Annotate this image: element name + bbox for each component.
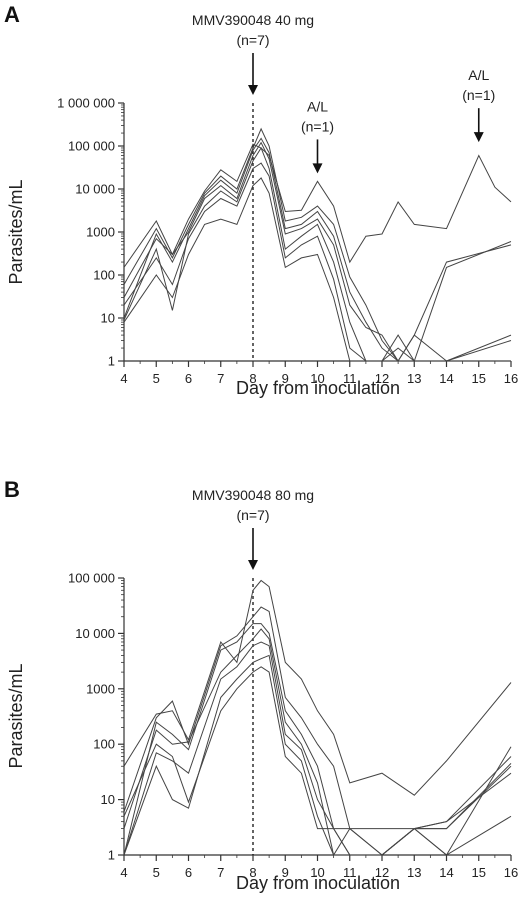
panel-a-x-tick-label: 13 (407, 371, 421, 386)
panel-a-y-tick-label: 1 (108, 354, 115, 369)
panel-b-annotation-text: (n=7) (236, 507, 269, 523)
panel-a-x-tick-label: 15 (472, 371, 486, 386)
panel-a-x-tick-label: 10 (310, 371, 324, 386)
panel-b-y-tick-label: 100 (93, 737, 115, 752)
panel-b-series-line (123, 579, 512, 796)
panel-b-x-axis-title: Day from inoculation (236, 873, 400, 893)
panel-a-annotation-text: A/L (307, 98, 328, 114)
panel-b-x-tick-label: 11 (343, 865, 357, 880)
panel-a-y-tick-label: 100 (93, 268, 115, 283)
panel-a-annotations: MMV390048 40 mg (n=7) A/L (n=1) A/L (n=1) (192, 12, 495, 174)
panel-a-x-tick-label: 9 (282, 371, 289, 386)
panel-b-y-tick-label: 10 000 (75, 626, 115, 641)
panel-a-series (123, 127, 512, 362)
panel-a-series-line (123, 177, 511, 362)
panel-b-series-line (123, 654, 512, 856)
panel-a-x-tick-label: 8 (249, 371, 256, 386)
panel-b-x-tick-label: 16 (504, 865, 518, 880)
panel-b-y-tick-label: 10 (101, 792, 115, 807)
panel-a-y-tick-label: 1 000 000 (57, 96, 115, 111)
panel-a-y-tick-label: 10 000 (75, 182, 115, 197)
panel-a-letter: A (4, 2, 20, 27)
panel-a-x-tick-label: 14 (439, 371, 453, 386)
panel-a-x-axis-title: Day from inoculation (236, 378, 400, 398)
panel-b-x-tick-label: 9 (282, 865, 289, 880)
panel-b-series-line (123, 666, 512, 856)
panel-b-letter: B (4, 477, 20, 502)
panel-a-y-tick-label: 100 000 (68, 139, 115, 154)
panel-a-annotation-text: (n=7) (236, 32, 269, 48)
panel-a-y-tick-label: 1000 (86, 225, 115, 240)
panel-a-y-axis-title: Parasites/mL (6, 179, 26, 284)
panel-a-annotation-arrow-head (312, 163, 323, 174)
panel-a: A Parasites/mL Day from inoculation 1101… (4, 2, 518, 398)
panel-b-x-tick-label: 5 (153, 865, 160, 880)
panel-b: B Parasites/mL Day from inoculation 1101… (4, 477, 518, 893)
panel-a-series-line (123, 146, 512, 362)
panel-a-series-line (123, 137, 512, 362)
panel-a-annotation-text: MMV390048 40 mg (192, 12, 314, 28)
panel-a-x-tick-label: 12 (375, 371, 389, 386)
panel-a-x-tick-label: 7 (217, 371, 224, 386)
panel-b-x-tick-label: 7 (217, 865, 224, 880)
panel-a-y-tick-label: 10 (101, 311, 115, 326)
panel-b-y-axis-title: Parasites/mL (6, 663, 26, 768)
panel-a-x-tick-label: 16 (504, 371, 518, 386)
panel-a-x-tick-label: 4 (120, 371, 127, 386)
panel-a-x-tick-label: 6 (185, 371, 192, 386)
panel-b-x-tick-label: 14 (439, 865, 453, 880)
panel-b-x-tick-label: 6 (185, 865, 192, 880)
panel-a-x-tick-label: 5 (153, 371, 160, 386)
panel-b-x-tick-label: 13 (407, 865, 421, 880)
panel-a-series-line (123, 141, 511, 362)
panel-b-series-line (123, 606, 512, 830)
panel-b-y-tick-label: 1 (108, 848, 115, 863)
panel-b-series-line (123, 623, 512, 856)
panel-b-annotation-text: MMV390048 80 mg (192, 487, 314, 503)
panel-b-x-tick-label: 10 (310, 865, 324, 880)
panel-a-x-tick-label: 11 (343, 371, 357, 386)
panel-b-annotation-arrow-head (248, 560, 258, 570)
panel-a-annotation-arrow-head (473, 132, 484, 143)
panel-b-y-tick-label: 1000 (86, 681, 115, 696)
panel-b-y-tick-label: 100 000 (68, 571, 115, 586)
panel-b-x-tick-label: 4 (120, 865, 127, 880)
panel-a-annotation-text: (n=1) (301, 118, 334, 134)
panel-a-series-line (123, 162, 512, 362)
panel-b-annotations: MMV390048 80 mg (n=7) (192, 487, 314, 570)
panel-a-series-line (123, 143, 512, 268)
panel-b-x-tick-label: 12 (375, 865, 389, 880)
panel-b-x-tick-label: 15 (472, 865, 486, 880)
panel-a-series-line (123, 127, 512, 362)
panel-a-axes: 1 10 100 1000 10 000 100 000 1 000 000 4 5 6 7 8 9 10… (57, 96, 518, 387)
panel-b-series-line (123, 628, 512, 857)
panel-b-axes: 1 10 100 1000 10 000 100 000 4 5 6 7 8 9 10 11 12 13 14 1… (68, 571, 518, 881)
panel-a-annotation-text: (n=1) (462, 87, 495, 103)
panel-b-x-tick-label: 8 (249, 865, 256, 880)
panel-a-annotation-text: A/L (468, 67, 489, 83)
panel-b-series (123, 579, 512, 857)
panel-a-annotation-arrow-head (248, 85, 258, 95)
